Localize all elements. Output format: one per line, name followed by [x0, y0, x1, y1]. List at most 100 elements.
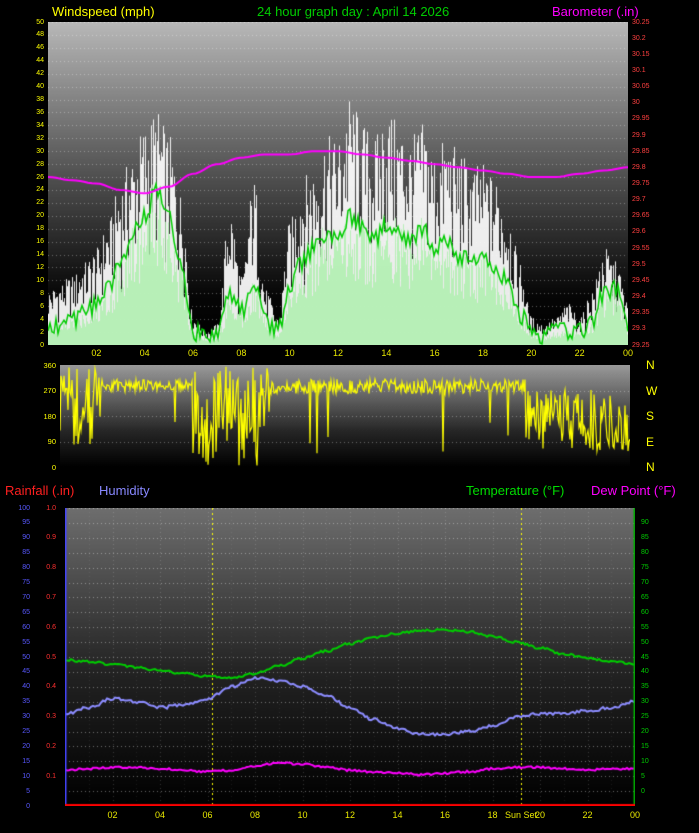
temperature-axis-tick: 20: [641, 728, 649, 735]
windspeed-axis-tick: 38: [36, 96, 44, 104]
temperature-axis-tick: 50: [641, 638, 649, 646]
top-x-axis-tick: 02: [91, 348, 102, 358]
barometer-axis-tick: 29.85: [632, 147, 650, 155]
top-x-axis-tick: 18: [477, 348, 488, 358]
windspeed-axis-tick: 16: [36, 238, 44, 246]
windspeed-axis-tick: 34: [36, 121, 44, 129]
barometer-axis-tick: 29.45: [632, 276, 650, 284]
top-x-axis-tick: 16: [429, 348, 440, 358]
rainfall-axis-tick: 0.3: [46, 713, 56, 721]
windspeed-axis-tick: 50: [36, 18, 44, 26]
bottom-x-axis-tick: 14: [392, 810, 403, 820]
humidity-axis-tick: 45: [22, 668, 30, 676]
windspeed-axis-tick: 42: [36, 70, 44, 78]
compass-letter: W: [646, 383, 658, 398]
windspeed-axis-tick: 14: [36, 251, 44, 259]
windspeed-axis-tick: 20: [36, 212, 44, 220]
top-x-axis-tick: 04: [139, 348, 150, 358]
windspeed-axis-tick: 32: [36, 134, 44, 142]
humidity-axis-tick: 35: [22, 698, 30, 706]
barometer-axis-tick: 30.05: [632, 83, 650, 91]
sun-set-label: Sun Set: [504, 810, 538, 820]
temperature-axis-tick: 0: [641, 787, 645, 795]
rainfall-axis-tick: 0.4: [46, 683, 56, 691]
direction-axis-tick: 180: [43, 411, 56, 421]
windspeed-axis-tick: 6: [40, 302, 44, 310]
top-x-axis-tick: 20: [526, 348, 537, 358]
top-x-axis-tick: 12: [332, 348, 343, 358]
humidity-axis-tick: 5: [26, 787, 30, 795]
windspeed-axis-tick: 30: [36, 147, 44, 155]
humidity-axis-tick: 95: [22, 519, 30, 527]
barometer-axis-tick: 29.9: [632, 131, 646, 139]
compass-letter: S: [646, 409, 655, 423]
barometer-legend-label: Barometer (.in): [552, 4, 639, 19]
windspeed-axis-tick: 28: [36, 160, 44, 168]
top-x-axis-tick: 06: [187, 348, 198, 358]
humidity-axis-tick: 20: [22, 742, 30, 750]
windspeed-axis-tick: 22: [36, 199, 44, 207]
humidity-axis-tick: 75: [22, 579, 30, 586]
temperature-axis-tick: 30: [641, 698, 649, 706]
temperature-axis-tick: 70: [641, 579, 649, 586]
direction-axis-tick: 360: [43, 360, 56, 370]
humidity-axis-tick: 15: [22, 757, 30, 765]
temperature-humidity-chart: [65, 508, 635, 806]
windspeed-axis-tick: 4: [40, 315, 44, 323]
windspeed-axis-tick: 36: [36, 108, 44, 116]
bottom-x-axis-tick: 06: [202, 810, 213, 820]
humidity-axis-tick: 70: [22, 593, 30, 601]
bottom-x-axis-tick: 04: [154, 810, 165, 820]
barometer-axis-tick: 29.5: [632, 260, 646, 268]
bottom-x-axis-tick: 00: [629, 810, 640, 820]
barometer-axis-tick: 29.8: [632, 163, 646, 171]
direction-axis-tick: 90: [47, 437, 56, 446]
rainfall-axis-tick: 0.7: [46, 593, 56, 601]
barometer-axis-tick: 29.95: [632, 115, 650, 123]
barometer-axis-tick: 30.25: [632, 18, 650, 26]
humidity-axis-tick: 30: [22, 713, 30, 721]
temperature-axis-tick: 5: [641, 772, 645, 780]
temperature-axis-tick: 40: [641, 668, 649, 676]
rainfall-axis-tick: 1.0: [46, 504, 56, 512]
windspeed-axis-tick: 12: [36, 263, 44, 271]
humidity-axis-tick: 100: [18, 504, 30, 512]
barometer-axis-tick: 29.35: [632, 309, 650, 317]
top-x-axis-tick: 22: [574, 348, 585, 358]
humidity-axis-tick: 85: [22, 549, 30, 557]
temperature-axis-tick: 55: [641, 623, 649, 631]
windspeed-axis-tick: 0: [40, 341, 44, 349]
rainfall-axis-tick: 0.1: [46, 772, 56, 780]
bottom-x-axis-tick: 20: [534, 810, 545, 820]
compass-letter: E: [646, 434, 655, 449]
humidity-axis-tick: 80: [22, 564, 30, 572]
barometer-axis-tick: 29.75: [632, 180, 650, 187]
humidity-axis-tick: 0: [26, 802, 30, 810]
bottom-x-axis-tick: 18: [487, 810, 498, 820]
humidity-axis-tick: 40: [22, 683, 30, 691]
windspeed-axis-tick: 10: [36, 276, 44, 284]
temperature-axis-tick: 15: [641, 742, 649, 750]
temperature-axis-tick: 85: [641, 534, 649, 542]
barometer-axis-tick: 30: [632, 99, 640, 107]
rainfall-axis-tick: 0.2: [46, 742, 56, 750]
rainfall-legend-label: Rainfall (.in): [5, 483, 75, 498]
temperature-axis-tick: 25: [641, 713, 649, 721]
direction-axis-tick: 0: [51, 462, 56, 472]
humidity-axis-tick: 65: [22, 608, 30, 616]
humidity-axis-tick: 25: [22, 728, 30, 735]
bottom-x-axis-tick: 02: [107, 810, 118, 820]
barometer-axis-tick: 30.2: [632, 34, 646, 42]
humidity-axis-tick: 60: [22, 623, 30, 631]
windspeed-barometer-chart: [48, 22, 628, 345]
barometer-axis-tick: 29.6: [632, 228, 646, 236]
windspeed-axis-tick: 40: [36, 83, 44, 91]
direction-axis-tick: 270: [43, 386, 56, 395]
temperature-axis-tick: 90: [641, 519, 649, 527]
barometer-axis-tick: 29.25: [632, 341, 650, 349]
bottom-x-axis-tick: 16: [439, 810, 450, 820]
bottom-x-axis-tick: 22: [582, 810, 593, 820]
temperature-legend-label: Temperature (°F): [466, 483, 565, 498]
humidity-axis-tick: 50: [22, 653, 30, 661]
